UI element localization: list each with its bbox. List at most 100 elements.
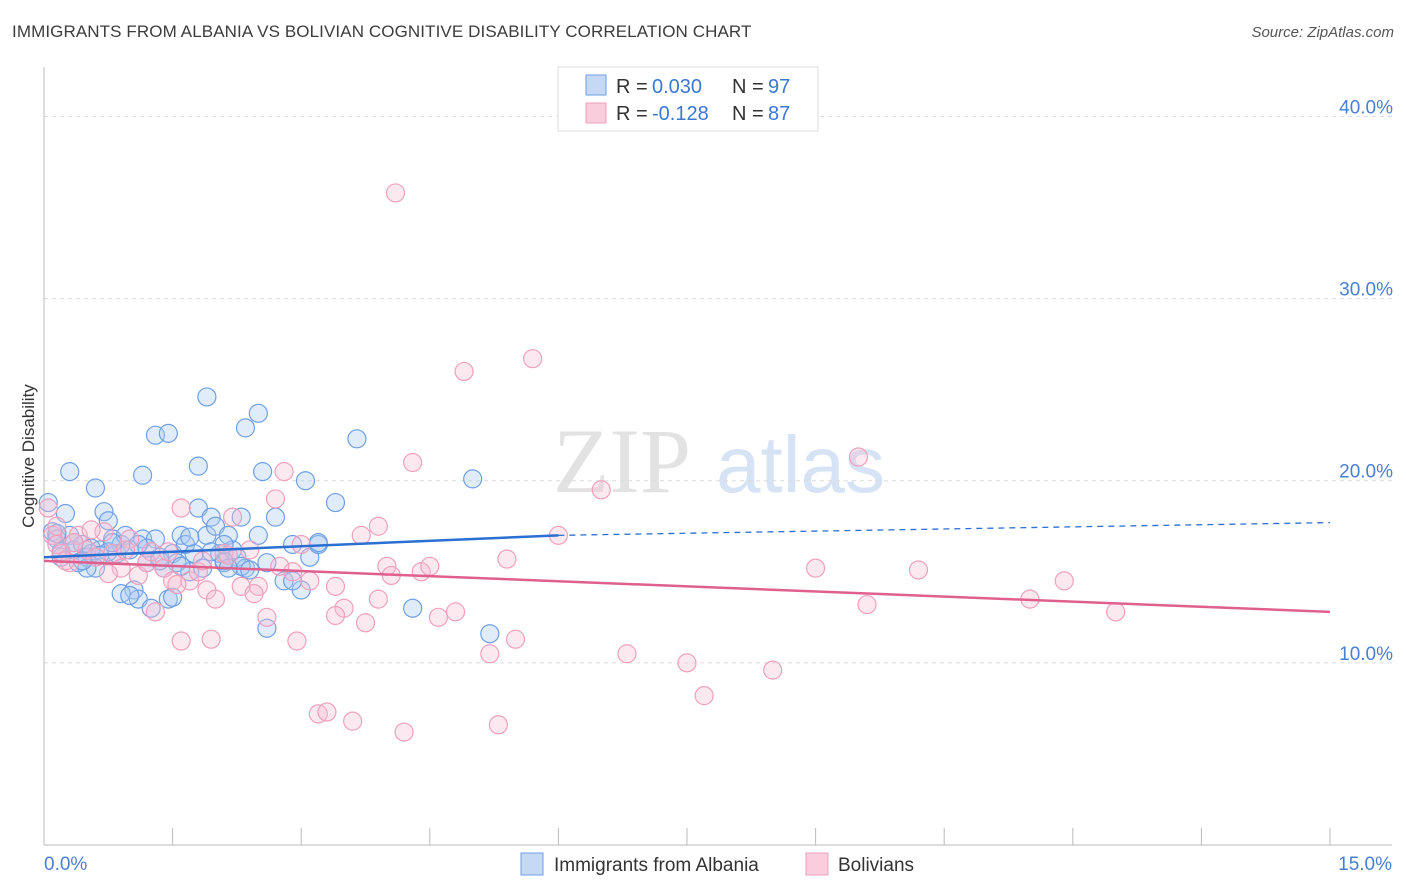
trend-lines bbox=[43, 521, 1331, 614]
point-bolivians bbox=[98, 564, 118, 584]
point-bolivians bbox=[351, 525, 371, 545]
point-albania bbox=[325, 492, 346, 513]
point-bolivians bbox=[908, 560, 929, 580]
point-bolivians bbox=[218, 545, 238, 565]
point-bolivians bbox=[488, 715, 508, 735]
point-bolivians bbox=[38, 498, 58, 518]
bottom-legend-label-bolivians: Bolivians bbox=[838, 855, 914, 876]
point-albania bbox=[257, 618, 277, 638]
point-bolivians bbox=[677, 653, 697, 673]
point-bolivians bbox=[848, 447, 869, 467]
point-bolivians bbox=[368, 516, 388, 536]
point-bolivians bbox=[445, 602, 466, 622]
point-bolivians bbox=[193, 551, 213, 571]
point-bolivians bbox=[42, 525, 63, 545]
y-axis-label: Cognitive Disability bbox=[19, 384, 38, 528]
chart-title: IMMIGRANTS FROM ALBANIA VS BOLIVIAN COGN… bbox=[12, 22, 752, 41]
point-albania bbox=[197, 387, 217, 407]
point-albania bbox=[347, 429, 367, 449]
point-albania bbox=[253, 462, 273, 482]
point-bolivians bbox=[171, 498, 191, 518]
point-bolivians bbox=[454, 361, 474, 382]
watermark-atlas: atlas bbox=[716, 420, 885, 509]
point-bolivians bbox=[115, 540, 136, 560]
point-albania bbox=[480, 624, 500, 644]
point-bolivians bbox=[270, 556, 290, 576]
legend-swatch-bolivians bbox=[585, 102, 607, 124]
point-albania bbox=[158, 423, 178, 443]
point-bolivians bbox=[287, 631, 307, 651]
point-bolivians bbox=[617, 644, 637, 664]
point-albania bbox=[403, 598, 423, 618]
point-bolivians bbox=[64, 533, 84, 553]
point-albania bbox=[163, 587, 183, 607]
y-tick-label: 10.0% bbox=[1339, 644, 1393, 665]
point-albania bbox=[188, 456, 208, 476]
legend-n-label-albania: N = bbox=[732, 76, 764, 98]
point-albania bbox=[463, 469, 483, 489]
point-bolivians bbox=[167, 574, 187, 595]
point-bolivians bbox=[325, 605, 346, 626]
point-albania bbox=[132, 465, 153, 485]
series-albania-points bbox=[38, 387, 500, 644]
trend-line-bolivians bbox=[43, 559, 1331, 614]
point-albania bbox=[248, 403, 268, 423]
trend-line-albania bbox=[43, 534, 559, 559]
trend-line-albania-extension bbox=[558, 521, 1331, 537]
point-bolivians bbox=[244, 584, 264, 604]
point-bolivians bbox=[201, 629, 221, 649]
point-bolivians bbox=[1054, 571, 1074, 591]
point-bolivians bbox=[1106, 602, 1126, 622]
point-bolivians bbox=[385, 183, 406, 203]
point-albania bbox=[85, 478, 106, 498]
bottom-legend-swatch-bolivians bbox=[805, 852, 829, 876]
x-tick-label-min: 0.0% bbox=[44, 854, 87, 875]
legend: R = 0.030 N = 97 R = -0.128 N = 87 bbox=[557, 66, 819, 132]
point-albania bbox=[201, 507, 221, 527]
point-bolivians bbox=[403, 452, 423, 473]
point-bolivians bbox=[81, 520, 101, 540]
legend-n-value-bolivians: 87 bbox=[768, 103, 790, 125]
point-albania bbox=[94, 502, 114, 522]
point-albania bbox=[257, 553, 277, 573]
watermark-zip: ZIP bbox=[553, 410, 691, 512]
point-bolivians bbox=[325, 576, 346, 596]
point-bolivians bbox=[368, 589, 388, 609]
point-albania bbox=[235, 418, 256, 438]
point-bolivians bbox=[171, 631, 191, 651]
point-bolivians bbox=[505, 629, 526, 649]
point-bolivians bbox=[223, 507, 243, 527]
point-albania bbox=[295, 471, 316, 491]
x-ticks bbox=[172, 828, 1331, 845]
point-albania bbox=[120, 585, 140, 606]
point-bolivians bbox=[480, 644, 500, 664]
point-albania bbox=[218, 525, 238, 545]
y-tick-label: 20.0% bbox=[1339, 462, 1393, 483]
point-albania bbox=[265, 507, 286, 527]
x-tick-label-max: 15.0% bbox=[1338, 854, 1392, 875]
point-bolivians bbox=[343, 711, 363, 731]
bottom-legend-label-albania: Immigrants from Albania bbox=[554, 855, 759, 876]
point-bolivians bbox=[145, 602, 166, 622]
point-bolivians bbox=[355, 613, 376, 633]
series-bolivians-points bbox=[38, 183, 1126, 742]
point-bolivians bbox=[47, 516, 67, 536]
point-albania bbox=[60, 462, 80, 482]
legend-r-value-albania: 0.030 bbox=[652, 76, 702, 98]
point-bolivians bbox=[428, 607, 448, 627]
legend-r-value-bolivians: -0.128 bbox=[652, 103, 709, 125]
y-tick-label: 30.0% bbox=[1339, 280, 1393, 301]
point-albania bbox=[308, 533, 328, 553]
point-bolivians bbox=[257, 607, 277, 627]
point-bolivians bbox=[694, 686, 714, 706]
point-bolivians bbox=[205, 589, 226, 609]
point-bolivians bbox=[394, 722, 414, 742]
point-albania bbox=[248, 525, 268, 545]
point-bolivians bbox=[523, 349, 543, 369]
point-bolivians bbox=[274, 462, 294, 482]
source-label: Source: ZipAtlas.com bbox=[1251, 24, 1394, 41]
point-bolivians bbox=[497, 549, 517, 569]
legend-r-label-albania: R = bbox=[616, 76, 648, 98]
point-bolivians bbox=[763, 660, 783, 680]
